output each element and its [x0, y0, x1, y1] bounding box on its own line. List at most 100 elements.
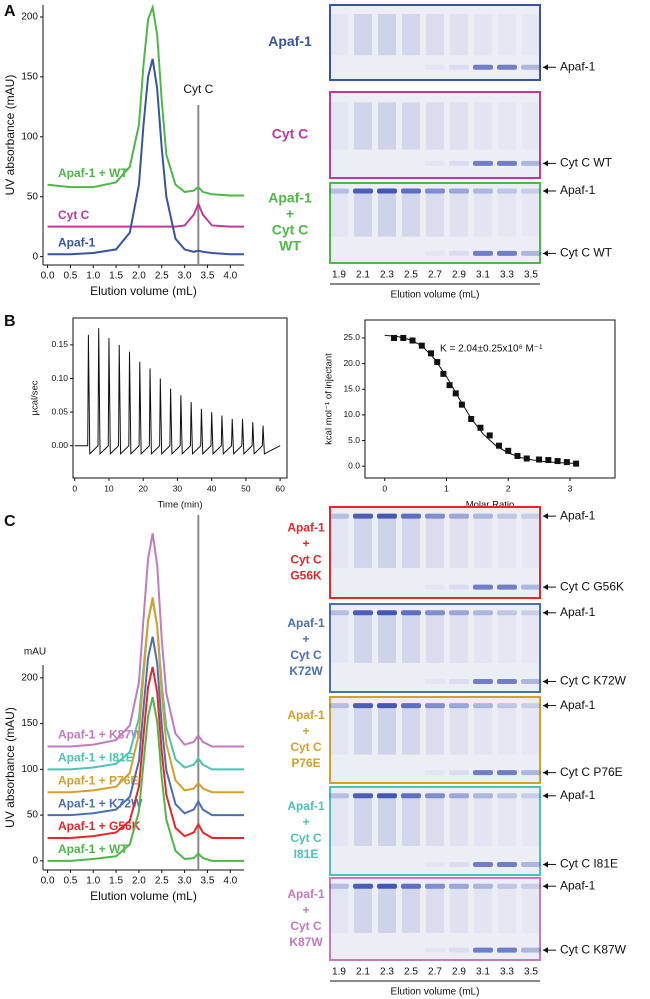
gel-band — [377, 610, 397, 616]
x-axis-label: Molar Ratio — [466, 500, 515, 511]
gel-label: G56K — [290, 569, 322, 583]
series-line — [47, 533, 244, 748]
gel-band — [521, 513, 541, 519]
gel-smear — [522, 192, 540, 237]
series-label: Apaf-1 + P76E — [58, 773, 138, 787]
gel-band — [425, 610, 445, 616]
gel-band — [425, 861, 445, 867]
data-point — [495, 442, 502, 449]
series-line — [47, 597, 244, 794]
data-point — [409, 337, 416, 344]
x-tick-label: 2.5 — [155, 876, 169, 887]
gel-band — [521, 160, 541, 166]
marker-label: Cyt C P76E — [560, 765, 623, 779]
gel-band — [425, 584, 445, 590]
gel-band — [521, 770, 541, 776]
gel-smear — [402, 614, 420, 663]
gel-band — [473, 513, 493, 519]
gel-smear — [426, 192, 444, 237]
marker-label: Apaf-1 — [560, 698, 596, 712]
gel-band — [473, 64, 493, 70]
gel-band — [377, 703, 397, 709]
gel-band — [473, 861, 493, 867]
marker-label: Cyt C WT — [560, 246, 613, 260]
gel-smear — [330, 887, 348, 933]
gel-band — [329, 703, 349, 709]
x-tick-label: 2 — [506, 483, 511, 493]
gel-band — [521, 947, 541, 953]
x-tick-label: 20 — [138, 483, 148, 493]
gel-band — [497, 64, 517, 70]
gel-band — [449, 793, 469, 799]
data-point — [554, 458, 561, 465]
gel-band — [473, 703, 493, 709]
gel-band — [497, 188, 517, 194]
gel-band — [497, 793, 517, 799]
gel-band — [329, 883, 349, 889]
gel-smear — [378, 517, 396, 568]
gel-band — [497, 584, 517, 590]
marker-arrowhead — [543, 64, 548, 71]
x-tick-label: 3.0 — [178, 876, 192, 887]
gel-band — [473, 883, 493, 889]
x-tick-label: 0.5 — [63, 876, 77, 887]
series-label: Apaf-1 — [58, 235, 96, 249]
marker-arrowhead — [543, 160, 548, 167]
gel-band — [521, 188, 541, 194]
panel-letter: A — [4, 3, 16, 20]
gel-band — [425, 513, 445, 519]
gel-band — [521, 861, 541, 867]
data-point — [391, 334, 398, 341]
gel-smear — [450, 14, 468, 56]
x-tick-label: 40 — [207, 483, 217, 493]
gel-smear — [522, 517, 540, 568]
gel-band — [449, 947, 469, 953]
series-line — [47, 666, 244, 839]
gel-smear — [378, 614, 396, 663]
x-tick-label: 3 — [568, 483, 573, 493]
gel-band — [329, 793, 349, 799]
gel-label: + — [286, 206, 294, 222]
gel — [329, 696, 541, 784]
gel-band — [425, 703, 445, 709]
gel-band — [521, 64, 541, 70]
gel-smear — [522, 614, 540, 663]
x-axis-label: Time (min) — [157, 500, 202, 511]
lane-label: 2.7 — [428, 270, 442, 281]
gel-band — [377, 513, 397, 519]
gel-band — [521, 703, 541, 709]
gel-label: Apaf-1 — [287, 708, 325, 722]
y-tick-label: 200 — [21, 673, 38, 684]
marker-arrowhead — [543, 188, 548, 194]
series-label: Apaf-1 + WT — [58, 166, 128, 180]
data-point — [440, 370, 447, 377]
gel-smear — [402, 797, 420, 846]
gel-label: I81E — [294, 847, 319, 861]
gel-smear — [498, 14, 516, 56]
y-unit-label: mAU — [24, 647, 46, 658]
gel-band — [425, 160, 445, 166]
marker-label: Cyt C I81E — [560, 857, 618, 871]
gel-smear — [474, 192, 492, 237]
y-tick-label: 50 — [27, 810, 39, 821]
gel-band — [497, 610, 517, 616]
gel-smear — [522, 887, 540, 933]
gel-smear — [402, 14, 420, 56]
gel-x-label: Elution volume (mL) — [391, 290, 480, 301]
gel-label: WT — [279, 238, 301, 254]
gel-smear — [498, 707, 516, 755]
gel-smear — [378, 707, 396, 755]
plot-frame — [364, 319, 616, 479]
gel-smear — [498, 887, 516, 933]
x-tick-label: 3.0 — [178, 271, 192, 282]
gel-band — [401, 610, 421, 616]
gel-band — [377, 793, 397, 799]
gel — [329, 786, 541, 876]
x-tick-label: 2.0 — [132, 271, 146, 282]
gel-band — [449, 64, 469, 70]
gel-label: Cyt C — [272, 126, 309, 142]
marker-arrowhead — [543, 861, 548, 868]
gel-smear — [450, 517, 468, 568]
gel-label: Apaf-1 — [268, 33, 312, 49]
